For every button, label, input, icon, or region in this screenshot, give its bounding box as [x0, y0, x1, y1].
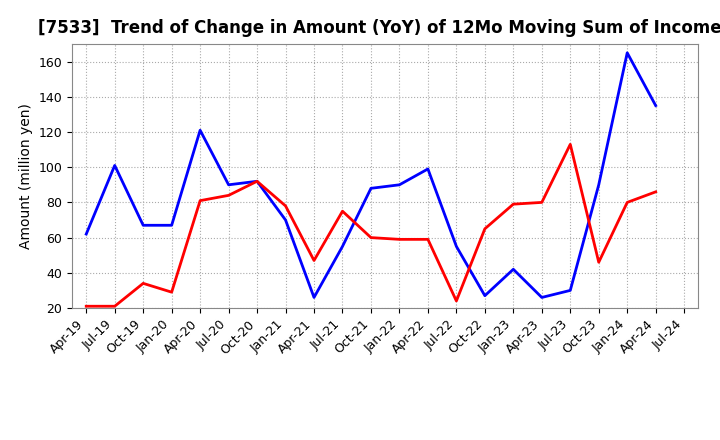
- Net Income: [509, 202, 518, 207]
- Ordinary Income: [82, 231, 91, 237]
- Ordinary Income: [480, 293, 489, 298]
- Net Income: [595, 260, 603, 265]
- Net Income: [537, 200, 546, 205]
- Ordinary Income: [167, 223, 176, 228]
- Net Income: [338, 209, 347, 214]
- Net Income: [310, 258, 318, 263]
- Ordinary Income: [652, 103, 660, 108]
- Net Income: [452, 298, 461, 304]
- Ordinary Income: [139, 223, 148, 228]
- Ordinary Income: [196, 128, 204, 133]
- Net Income: [225, 193, 233, 198]
- Net Income: [282, 203, 290, 209]
- Title: [7533]  Trend of Change in Amount (YoY) of 12Mo Moving Sum of Incomes: [7533] Trend of Change in Amount (YoY) o…: [38, 19, 720, 37]
- Line: Net Income: Net Income: [86, 144, 656, 306]
- Ordinary Income: [566, 288, 575, 293]
- Net Income: [423, 237, 432, 242]
- Ordinary Income: [253, 179, 261, 184]
- Net Income: [139, 281, 148, 286]
- Net Income: [167, 290, 176, 295]
- Net Income: [196, 198, 204, 203]
- Ordinary Income: [623, 50, 631, 55]
- Net Income: [566, 142, 575, 147]
- Net Income: [623, 200, 631, 205]
- Ordinary Income: [310, 295, 318, 300]
- Y-axis label: Amount (million yen): Amount (million yen): [19, 103, 33, 249]
- Net Income: [366, 235, 375, 240]
- Net Income: [480, 226, 489, 231]
- Net Income: [395, 237, 404, 242]
- Ordinary Income: [595, 182, 603, 187]
- Ordinary Income: [225, 182, 233, 187]
- Ordinary Income: [452, 244, 461, 249]
- Ordinary Income: [423, 166, 432, 172]
- Ordinary Income: [338, 244, 347, 249]
- Ordinary Income: [395, 182, 404, 187]
- Ordinary Income: [282, 217, 290, 223]
- Net Income: [82, 304, 91, 309]
- Net Income: [652, 189, 660, 194]
- Ordinary Income: [366, 186, 375, 191]
- Net Income: [110, 304, 119, 309]
- Ordinary Income: [509, 267, 518, 272]
- Ordinary Income: [537, 295, 546, 300]
- Net Income: [253, 179, 261, 184]
- Ordinary Income: [110, 163, 119, 168]
- Line: Ordinary Income: Ordinary Income: [86, 53, 656, 297]
